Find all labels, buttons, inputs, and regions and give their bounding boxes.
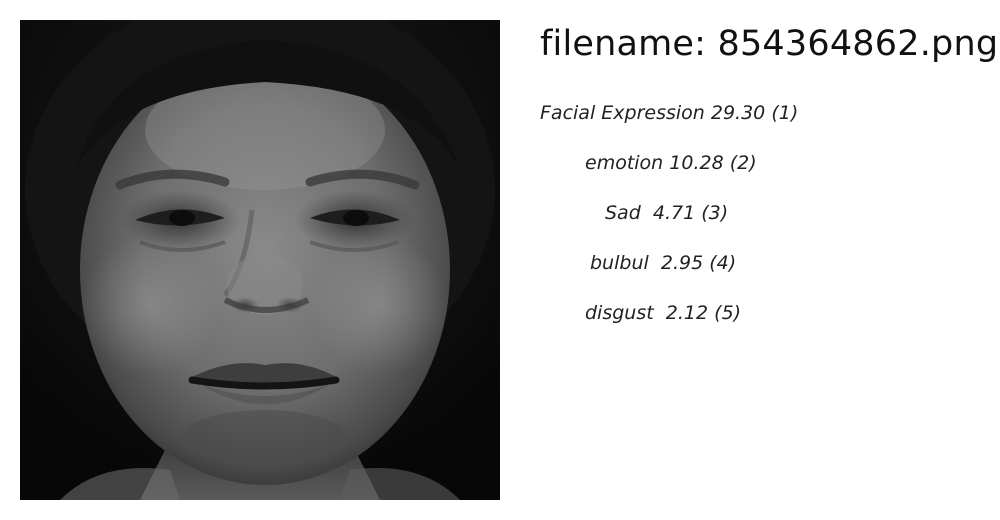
prediction-row: Facial Expression 29.30 (1)	[540, 102, 798, 124]
prediction-rank: (5)	[714, 302, 742, 324]
prediction-label: emotion	[585, 152, 664, 174]
prediction-score: 2.95	[660, 252, 704, 274]
face-photo	[20, 20, 500, 500]
prediction-label: Facial Expression	[540, 102, 705, 124]
prediction-rank: (3)	[701, 202, 729, 224]
filename-prefix: filename:	[540, 24, 707, 64]
prediction-label: disgust	[585, 302, 654, 324]
prediction-label: bulbul	[590, 252, 649, 274]
prediction-row: disgust 2.12 (5)	[585, 302, 741, 324]
prediction-score: 2.12	[665, 302, 709, 324]
prediction-rank: (2)	[729, 152, 757, 174]
prediction-score: 29.30	[710, 102, 766, 124]
prediction-row: emotion 10.28 (2)	[585, 152, 757, 174]
prediction-score: 10.28	[669, 152, 724, 174]
prediction-rank: (1)	[771, 102, 799, 124]
filename-title: filename: 854364862.png	[540, 24, 998, 64]
prediction-row: bulbul 2.95 (4)	[590, 252, 736, 274]
prediction-label: Sad	[605, 202, 641, 224]
prediction-row: Sad 4.71 (3)	[605, 202, 728, 224]
prediction-rank: (4)	[709, 252, 737, 274]
filename-value: 854364862.png	[717, 24, 999, 64]
prediction-score: 4.71	[652, 202, 696, 224]
